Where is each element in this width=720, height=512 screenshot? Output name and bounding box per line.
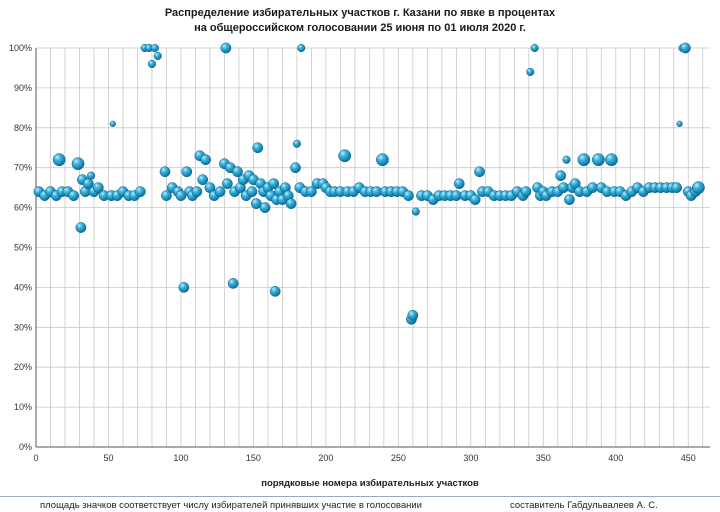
chart-title: Распределение избирательных участков г. … xyxy=(164,7,556,19)
bubble-point xyxy=(147,59,157,69)
bubble-point xyxy=(530,43,539,53)
bubble-point xyxy=(214,186,226,198)
chart-axes xyxy=(35,48,710,448)
bubble-point xyxy=(227,278,239,289)
x-tick-label: 150 xyxy=(246,453,261,463)
footer-divider xyxy=(0,496,720,497)
bubble-point xyxy=(577,153,591,167)
bubble-point xyxy=(407,309,419,321)
bubble-point xyxy=(679,42,691,54)
bubble-point xyxy=(220,42,232,54)
bubble-point xyxy=(150,43,159,53)
bubble-point xyxy=(411,207,420,216)
x-axis-label: порядковые номера избирательных участков xyxy=(261,478,479,489)
bubble-point xyxy=(200,154,211,166)
x-tick-label: 200 xyxy=(318,453,333,463)
bubble-point xyxy=(453,178,465,190)
y-tick-label: 20% xyxy=(14,362,32,372)
x-tick-label: 0 xyxy=(33,453,38,463)
bubble-point xyxy=(191,186,203,198)
bubble-point xyxy=(181,166,193,178)
bubble-point xyxy=(161,190,172,202)
bubble-point xyxy=(159,166,171,178)
bubble-point xyxy=(292,139,301,148)
bubble-point xyxy=(297,43,306,53)
bubble-point xyxy=(605,153,618,167)
bubble-point xyxy=(269,286,281,297)
bubble-point xyxy=(338,149,352,163)
chart-grid xyxy=(35,47,710,448)
bubble-point xyxy=(306,186,317,198)
bubble-point xyxy=(591,153,605,167)
bubble-point xyxy=(290,162,301,174)
bubble-point xyxy=(555,170,567,182)
bubble-point xyxy=(68,190,80,202)
y-tick-label: 30% xyxy=(14,322,32,332)
y-tick-label: 50% xyxy=(14,243,32,253)
bubble-point xyxy=(403,190,414,202)
bubble-point xyxy=(92,182,104,194)
x-tick-label: 100 xyxy=(173,453,188,463)
x-tick-label: 250 xyxy=(391,453,406,463)
bubble-point xyxy=(197,174,209,186)
y-tick-label: 0% xyxy=(19,442,32,452)
y-tick-label: 80% xyxy=(14,123,32,133)
bubble-point xyxy=(178,282,190,293)
chart-tick-labels: 0% 10% 20% 30% 40% 50% 60% 70% 80% 90% 100% 0 50 100 1… xyxy=(9,43,696,463)
x-tick-label: 350 xyxy=(536,453,551,463)
x-tick-label: 300 xyxy=(463,453,478,463)
bubble-point xyxy=(153,51,162,61)
bubble-point xyxy=(474,166,485,178)
footer-note: площадь значков соответствует числу изби… xyxy=(40,500,422,511)
x-tick-label: 450 xyxy=(681,453,696,463)
y-tick-label: 100% xyxy=(9,43,32,53)
bubble-point xyxy=(52,153,66,167)
bubble-point xyxy=(285,198,297,209)
chart-title-block: Распределение избирательных участков г. … xyxy=(0,6,720,36)
y-tick-label: 70% xyxy=(14,163,32,173)
x-tick-label: 50 xyxy=(103,453,113,463)
y-tick-label: 40% xyxy=(14,282,32,292)
bubble-point xyxy=(75,222,87,233)
bubble-point xyxy=(376,153,389,167)
bubble-point xyxy=(87,171,96,180)
bubble-point xyxy=(520,186,532,198)
bubble-point xyxy=(134,186,146,198)
footer-author: составитель Габдульвалеев А. С. xyxy=(510,500,658,511)
bubble-point xyxy=(221,178,233,190)
x-tick-label: 400 xyxy=(608,453,623,463)
bubble-point xyxy=(71,157,85,171)
bubble-point xyxy=(562,155,571,164)
bubble-point xyxy=(259,202,271,213)
y-tick-label: 60% xyxy=(14,203,32,213)
bubble-point xyxy=(469,194,481,205)
bubble-point xyxy=(671,182,683,194)
chart-bubbles xyxy=(33,42,705,325)
chart-subtitle: на общероссийском голосовании 25 июня по… xyxy=(194,22,526,34)
bubble-point xyxy=(692,181,705,195)
bubble-point xyxy=(246,186,258,198)
bubble-point xyxy=(676,120,683,127)
y-tick-label: 10% xyxy=(14,402,32,412)
bubble-point xyxy=(82,178,94,190)
bubble-point xyxy=(232,166,243,178)
bubble-point xyxy=(526,67,535,76)
bubble-point xyxy=(564,194,575,205)
bubble-point xyxy=(109,120,116,127)
y-tick-label: 90% xyxy=(14,83,32,93)
bubble-point xyxy=(252,142,264,154)
bubble-point xyxy=(268,178,280,190)
